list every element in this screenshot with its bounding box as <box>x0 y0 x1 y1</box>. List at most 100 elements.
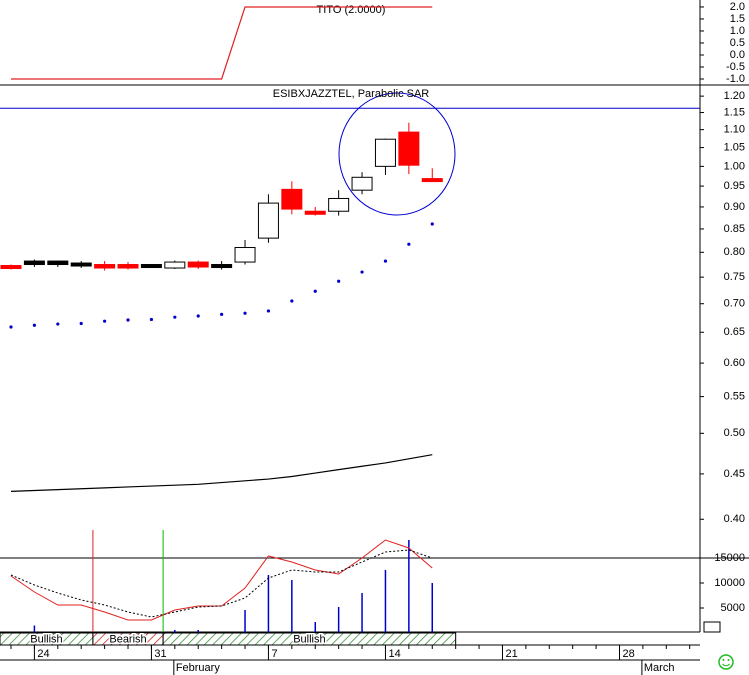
sar-dot <box>313 289 317 293</box>
candle <box>234 239 256 265</box>
y-tick-label: 0.55 <box>724 391 745 403</box>
candle <box>140 264 162 269</box>
x-tick-label: 21 <box>505 648 517 660</box>
candle-body <box>234 247 256 263</box>
candle-body <box>351 176 373 191</box>
volume-average <box>10 549 433 618</box>
candle-body <box>211 264 233 269</box>
y-tick-label: 0.65 <box>724 326 745 338</box>
scroll-box[interactable] <box>703 621 721 633</box>
x-tick-label: 24 <box>37 648 49 660</box>
candle <box>47 260 69 268</box>
candle-body <box>70 262 92 267</box>
candle-body <box>281 188 303 210</box>
y-tick-label: 2.0 <box>730 1 745 13</box>
candle-body <box>47 260 69 266</box>
y-tick-label: 0.60 <box>724 357 745 369</box>
y-tick-label: 0.70 <box>724 298 745 310</box>
candle-body <box>328 197 350 212</box>
candle-body <box>398 131 420 166</box>
y-tick-label: 0.40 <box>724 513 745 525</box>
sar-dot <box>9 325 13 329</box>
volume-average <box>10 539 433 621</box>
signal-label: Bullish <box>30 633 62 645</box>
pane-title: ESIBXJAZZTEL, Parabolic SAR <box>273 88 430 100</box>
sar-dot <box>220 312 224 316</box>
candle-body <box>23 260 45 266</box>
y-tick-label: 10000 <box>714 577 745 589</box>
candle-body <box>164 261 186 269</box>
y-tick-label: 0.90 <box>724 201 745 213</box>
signal-band <box>162 632 457 646</box>
sar-dot <box>360 270 364 274</box>
candle <box>117 262 139 270</box>
signal-label: Bullish <box>293 633 325 645</box>
sar-dot <box>266 309 271 313</box>
month-label: February <box>176 662 221 674</box>
y-tick-label: 1.05 <box>724 141 745 153</box>
sar-dot <box>79 321 83 326</box>
candle <box>187 260 209 270</box>
x-tick-label: 7 <box>271 648 277 660</box>
candle-body <box>304 210 326 215</box>
y-tick-label: 1.15 <box>724 106 745 118</box>
y-tick-label: 5000 <box>721 602 745 614</box>
pane-title: TITO (2.0000) <box>317 4 386 16</box>
sar-dot <box>149 317 154 322</box>
y-tick-label: -0.5 <box>726 61 745 73</box>
sar-dot <box>290 299 294 303</box>
y-tick-label: 0.5 <box>730 37 745 49</box>
candle-body <box>140 264 162 269</box>
y-tick-label: 1.00 <box>724 160 745 172</box>
candle <box>0 264 22 270</box>
y-tick-label: 1.20 <box>724 90 745 102</box>
y-tick-label: 0.45 <box>724 468 745 480</box>
x-tick-label: 28 <box>622 648 634 660</box>
candle <box>304 206 326 216</box>
y-tick-label: 0.85 <box>724 223 745 235</box>
y-tick-label: -1.0 <box>726 73 745 85</box>
candle-body <box>421 178 443 183</box>
candle-body <box>257 202 279 239</box>
y-tick-label: 0.95 <box>724 180 745 192</box>
sar-dot <box>173 315 177 319</box>
y-tick-label: 0.80 <box>724 246 745 258</box>
y-tick-label: 1.5 <box>730 13 745 25</box>
x-tick-label: 31 <box>154 648 166 660</box>
candle-body <box>117 264 139 269</box>
candle <box>23 259 45 268</box>
sar-dot <box>32 323 37 327</box>
sar-dot <box>56 322 60 326</box>
sar-dot <box>430 222 434 226</box>
sar-dot <box>337 279 341 283</box>
candle <box>351 172 373 195</box>
candle <box>94 261 116 271</box>
sar-dot <box>103 319 107 323</box>
candle <box>281 181 303 215</box>
candle <box>70 261 92 269</box>
candle-body <box>187 261 209 268</box>
y-tick-label: 0.75 <box>724 271 745 283</box>
month-label: March <box>644 662 675 674</box>
y-tick-label: 0.0 <box>730 49 745 61</box>
x-tick-label: 14 <box>388 648 400 660</box>
candle <box>257 194 279 243</box>
candle <box>211 261 233 270</box>
annotation-circle <box>338 92 456 216</box>
candle <box>328 190 350 216</box>
sar-dot <box>126 318 130 322</box>
sar-dot <box>196 314 200 318</box>
y-tick-label: 15000 <box>714 552 745 564</box>
y-tick-label: 1.0 <box>730 25 745 37</box>
candle-body <box>94 264 116 269</box>
sar-dot <box>407 242 411 246</box>
y-tick-label: 0.50 <box>724 427 745 439</box>
candle <box>398 122 420 175</box>
candle <box>374 138 396 175</box>
candle <box>421 168 443 183</box>
signal-label: Bearish <box>109 633 146 645</box>
smiley <box>718 654 734 670</box>
moving-average <box>10 454 433 493</box>
candle-body <box>0 265 22 270</box>
